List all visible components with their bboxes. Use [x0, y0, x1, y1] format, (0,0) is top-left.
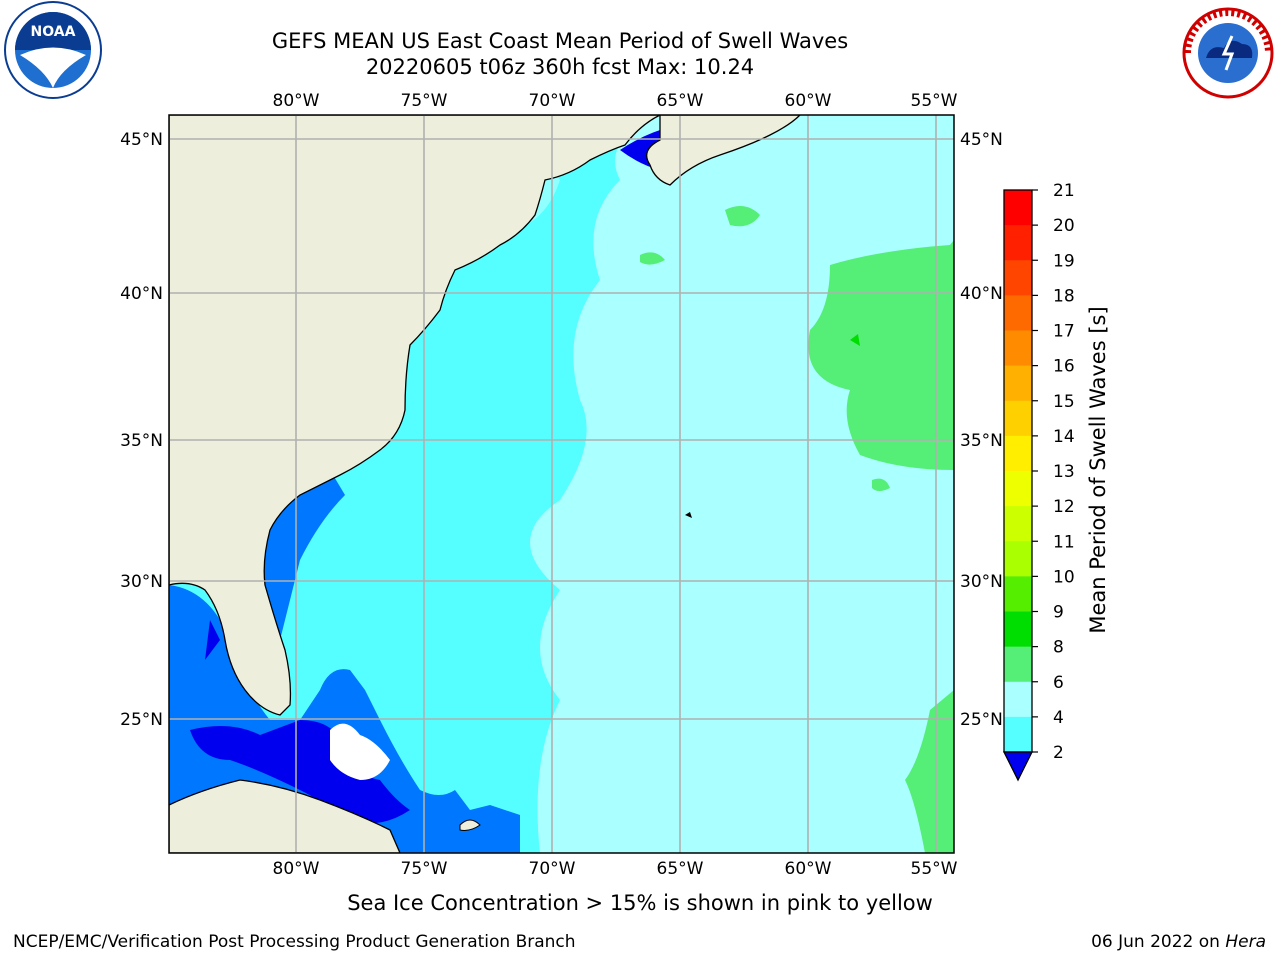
sea-ice-note: Sea Ice Concentration > 15% is shown in … [0, 891, 1280, 915]
noaa-logo: NOAA [4, 1, 102, 99]
colorbar-tick-label: 9 [1053, 603, 1064, 623]
lat-tick-label-right: 45°N [960, 130, 1003, 150]
lon-tick-label-top: 55°W [911, 91, 958, 111]
colorbar-tick-label: 8 [1053, 638, 1064, 658]
lat-tick-label-left: 30°N [120, 572, 163, 592]
footer-date-text: 06 Jun 2022 on [1091, 932, 1220, 952]
us-east-coast-land [169, 115, 661, 716]
lon-tick-label-bottom: 60°W [785, 859, 832, 879]
national-weather-service-logo [1182, 7, 1274, 99]
dark-blue-region [190, 720, 410, 824]
colorbar-tick-label: 12 [1053, 497, 1075, 517]
graticule [169, 115, 954, 853]
svg-text:NOAA: NOAA [31, 24, 76, 40]
light-cyan-patch [593, 296, 740, 405]
bahamas-white-area [330, 723, 390, 780]
colorbar-segment [1004, 295, 1032, 331]
blue-coastal-band [263, 470, 345, 640]
colorbar-segment [1004, 225, 1032, 261]
colorbar-segment [1004, 716, 1032, 753]
lat-tick-label-left: 40°N [120, 284, 163, 304]
dark-blue-patch [205, 620, 220, 660]
colorbar-segment [1004, 365, 1032, 402]
colorbar-segment [1004, 681, 1032, 718]
lon-tick-label-top: 70°W [529, 91, 576, 111]
lon-tick-label-top: 60°W [785, 91, 832, 111]
island [459, 819, 481, 831]
bermuda-island [685, 512, 692, 518]
colorbar-tick-label: 14 [1053, 427, 1075, 447]
map-content [169, 115, 954, 853]
lon-tick-label-top: 65°W [657, 91, 704, 111]
colorbar-label: Mean Period of Swell Waves [s] [1086, 306, 1110, 633]
colorbar-segment [1004, 330, 1032, 367]
lat-tick-label-left: 35°N [120, 431, 163, 451]
colorbar-segment [1004, 471, 1032, 507]
colorbar-segment [1004, 646, 1032, 683]
footer-branch: NCEP/EMC/Verification Post Processing Pr… [13, 932, 576, 952]
lon-tick-label-bottom: 75°W [401, 859, 448, 879]
lat-tick-label-left: 25°N [120, 710, 163, 730]
map-frame [168, 114, 955, 854]
colorbar-tick-label: 13 [1053, 462, 1075, 482]
colorbar-tick-label: 16 [1053, 357, 1075, 377]
colorbar-segment [1004, 260, 1032, 296]
colorbar-tick-label: 17 [1053, 322, 1075, 342]
colorbar-tick-label: 11 [1053, 532, 1075, 552]
green-patch [872, 478, 890, 491]
chart-subtitle: 20220605 t06z 360h fcst Max: 10.24 [365, 55, 755, 79]
lat-tick-label-right: 30°N [960, 572, 1003, 592]
lon-tick-label-top: 75°W [401, 91, 448, 111]
chart-title: GEFS MEAN US East Coast Mean Period of S… [271, 29, 849, 53]
lon-tick-label-bottom: 70°W [529, 859, 576, 879]
lon-tick-label-bottom: 80°W [273, 859, 320, 879]
colorbar-tick-label: 18 [1053, 286, 1075, 306]
colorbar-tick-label: 2 [1053, 743, 1064, 763]
colorbar-tick-label: 15 [1053, 392, 1075, 412]
colorbar-segment [1004, 506, 1032, 542]
colorbar-segment [1004, 576, 1032, 612]
footer-machine: Hera [1225, 932, 1266, 952]
lat-tick-label-right: 25°N [960, 710, 1003, 730]
colorbar-tick-label: 6 [1053, 673, 1064, 693]
colorbar-segment [1004, 541, 1032, 577]
lat-tick-label-right: 40°N [960, 284, 1003, 304]
footer-date: 06 Jun 2022 on Hera [1091, 932, 1266, 952]
lat-tick-label-right: 35°N [960, 431, 1003, 451]
colorbar-segment [1004, 190, 1032, 226]
colorbar-segment [1004, 611, 1032, 648]
nova-scotia-land [646, 115, 801, 186]
lat-tick-label-left: 45°N [120, 130, 163, 150]
green-patch [640, 252, 665, 265]
colorbar-tick-label: 19 [1053, 251, 1075, 271]
green-patch [725, 206, 760, 227]
green-patch [905, 690, 954, 853]
lon-tick-label-bottom: 65°W [657, 859, 704, 879]
colorbar-tick-label: 10 [1053, 567, 1075, 587]
colorbar-segment [1004, 400, 1032, 437]
lon-tick-label-bottom: 55°W [911, 859, 958, 879]
colorbar-tick-label: 20 [1053, 216, 1075, 236]
colorbar-tick-label: 4 [1053, 708, 1064, 728]
green-region [808, 240, 954, 470]
colorbar-extend-arrow [1002, 751, 1034, 782]
lon-tick-label-top: 80°W [273, 91, 320, 111]
cuba-land [169, 779, 401, 853]
colorbar: 21 20 19 18 17 16 15 14 13 12 11 10 9 8 6 4 2 [1002, 181, 1075, 782]
colorbar-segment [1004, 435, 1032, 472]
sea-ice-note-text: Sea Ice Concentration > 15% is shown in … [347, 891, 933, 915]
colorbar-tick-label: 21 [1053, 181, 1075, 201]
green-dot [850, 334, 860, 346]
